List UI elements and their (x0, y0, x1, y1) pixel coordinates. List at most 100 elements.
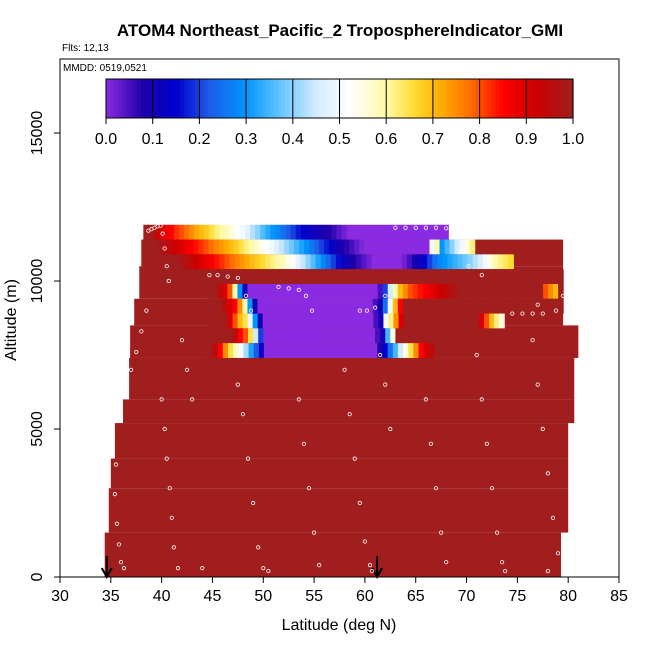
heatmap-cell (275, 224, 282, 240)
heatmap-cell (312, 283, 319, 299)
heatmap-cell (267, 298, 274, 314)
heatmap-cell (212, 298, 218, 314)
heatmap-cell (413, 343, 420, 358)
heatmap-cell (378, 313, 385, 329)
colorbar-segment (304, 79, 309, 118)
heatmap-cell (292, 298, 299, 314)
heatmap-cell (380, 328, 386, 344)
heatmap-cell (375, 328, 381, 344)
heatmap-cell (214, 254, 220, 270)
y-tick-label: 0 (29, 572, 46, 581)
heatmap-cell (363, 313, 369, 329)
heatmap-cell (352, 298, 359, 314)
x-tick-label: 75 (508, 588, 526, 605)
heatmap-cell (489, 313, 495, 329)
heatmap-cell (252, 298, 259, 314)
heatmap-cell (434, 239, 441, 255)
heatmap-cell (403, 343, 409, 358)
heatmap-cell (219, 254, 226, 270)
heatmap-cell (422, 224, 429, 240)
heatmap-cell (282, 313, 289, 329)
heatmap-cell (222, 343, 229, 358)
heatmap-cell (212, 343, 219, 358)
heatmap-cell (274, 343, 281, 358)
heatmap-cell (239, 224, 246, 240)
heatmap-cell (293, 328, 300, 344)
heatmap-cell (450, 269, 457, 284)
flight-point (466, 264, 471, 269)
heatmap-cell (259, 254, 266, 270)
colorbar-segment (214, 79, 220, 118)
heatmap-cell (417, 283, 424, 299)
colorbar-segment (413, 79, 418, 118)
heatmap-cell (402, 283, 409, 299)
heatmap-cell (248, 343, 255, 358)
heatmap-cell (194, 224, 200, 240)
heatmap-cell (472, 254, 479, 270)
colorbar-segment (452, 79, 457, 118)
flight-track-points (108, 223, 581, 574)
heatmap-cell (247, 313, 254, 329)
filled-band (114, 423, 569, 459)
colorbar-segment (358, 79, 364, 118)
heatmap-cell (255, 269, 262, 284)
heatmap-cell (237, 298, 244, 314)
heatmap-cell (143, 269, 150, 284)
heatmap-cell (268, 239, 275, 255)
heatmap-cell (324, 239, 330, 255)
heatmap-cell (263, 239, 270, 255)
heatmap-cell (294, 343, 301, 358)
heatmap-cell (344, 328, 351, 344)
heatmap-cell (277, 283, 284, 299)
heatmap-cell (397, 283, 404, 299)
colorbar-segment (288, 79, 294, 118)
x-tick-label: 80 (559, 588, 577, 605)
flight-point (571, 298, 576, 303)
heatmap-cell (337, 298, 344, 314)
heatmap-cell (528, 283, 534, 299)
heatmap-cell (198, 239, 205, 255)
heatmap-cell (367, 298, 374, 314)
heatmap-cell (193, 239, 200, 255)
heatmap-cell (229, 224, 236, 240)
heatmap-cell (522, 269, 528, 284)
heatmap-cell (482, 283, 489, 299)
heatmap-cell (267, 283, 274, 299)
heatmap-cell (428, 343, 435, 358)
heatmap-cell (428, 313, 435, 329)
colorbar-segment (343, 79, 348, 118)
heatmap-cell (395, 328, 402, 344)
heatmap-cell (148, 254, 155, 270)
heatmap-cell (227, 283, 234, 299)
flight-point (347, 412, 352, 417)
heatmap-cell (427, 283, 434, 299)
heatmap-cell (543, 298, 549, 314)
heatmap-cell (404, 239, 411, 255)
flight-point (309, 308, 315, 313)
heatmap-cell (511, 269, 518, 284)
colorbar-segment (199, 79, 204, 118)
colorbar-segment (323, 79, 329, 118)
heatmap-cell (204, 254, 210, 270)
heatmap-cell (252, 313, 259, 329)
heatmap-cell (454, 239, 461, 255)
heatmap-cell (414, 239, 421, 255)
heatmap-cell (543, 283, 549, 299)
heatmap-cell (337, 269, 344, 284)
colorbar-segment (316, 79, 321, 118)
heatmap-cell (232, 298, 239, 314)
heatmap-cell (371, 254, 378, 270)
heatmap-cell (387, 298, 394, 314)
heatmap-cell (427, 224, 434, 240)
heatmap-cell (336, 224, 343, 240)
colorbar-segment (510, 79, 516, 118)
heatmap-cell (262, 283, 269, 299)
heatmap-cell (424, 269, 431, 284)
heatmap-cell (512, 283, 519, 299)
heatmap-cell (438, 224, 444, 240)
dates-label: MMDD: 0519,0521 (63, 63, 147, 74)
heatmap-cell (557, 269, 564, 284)
heatmap-cell (212, 313, 219, 329)
heatmap-cell (178, 224, 185, 240)
heatmap-cell (319, 239, 325, 255)
